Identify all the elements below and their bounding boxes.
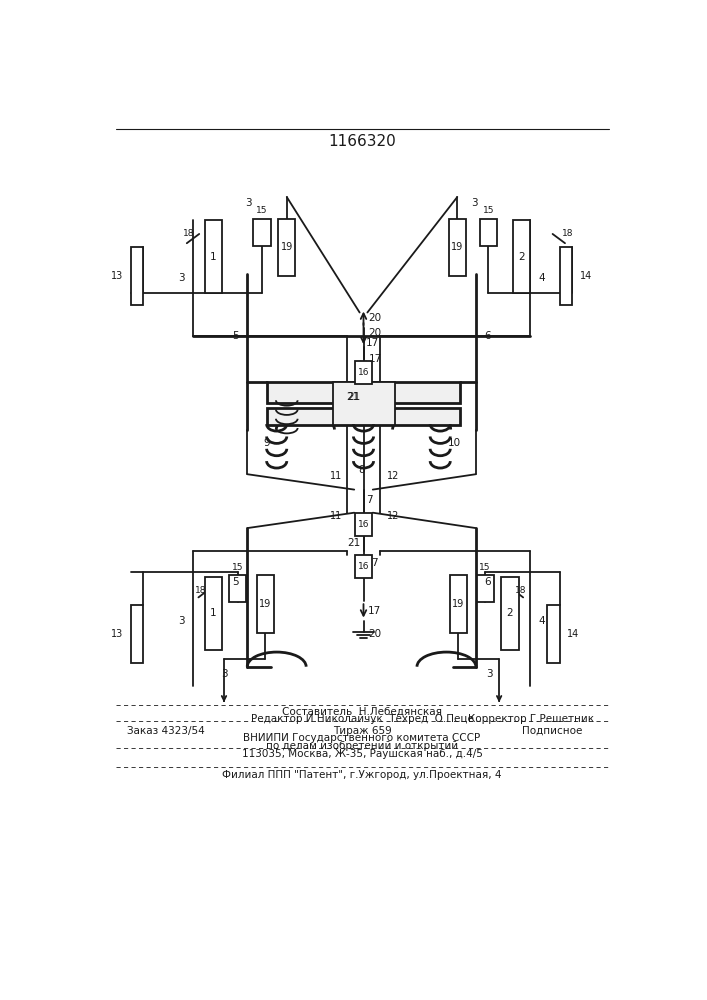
Text: по делам изобретений и открытий: по делам изобретений и открытий [266, 741, 458, 751]
Text: ВНИИПИ Государственного комитета СССР: ВНИИПИ Государственного комитета СССР [243, 733, 481, 743]
Text: 6: 6 [484, 577, 491, 587]
Bar [355, 555, 372, 578]
Text: Заказ 4323/54: Заказ 4323/54 [127, 726, 205, 736]
Text: 3: 3 [471, 198, 478, 208]
Text: 19: 19 [451, 242, 463, 252]
Bar [480, 219, 497, 246]
Text: 8: 8 [358, 465, 366, 475]
Text: 17: 17 [368, 606, 381, 616]
Bar [501, 577, 518, 650]
Text: Филиал ППП "Патент", г.Ужгород, ул.Проектная, 4: Филиал ППП "Патент", г.Ужгород, ул.Проек… [222, 770, 502, 780]
Text: 17: 17 [366, 338, 380, 348]
Text: 17: 17 [369, 354, 382, 364]
Text: 15: 15 [256, 206, 268, 215]
Bar [450, 575, 467, 633]
Text: 6: 6 [484, 331, 491, 341]
Text: 1166320: 1166320 [328, 134, 396, 149]
Text: Составитель  Н.Лебедянская: Составитель Н.Лебедянская [282, 706, 442, 716]
Bar [279, 219, 296, 276]
Bar [513, 220, 530, 293]
Text: 3: 3 [221, 669, 228, 679]
Text: 20: 20 [368, 328, 381, 338]
Bar [204, 220, 222, 293]
Text: 1: 1 [210, 608, 216, 618]
Text: 2: 2 [518, 252, 525, 262]
Text: 21: 21 [347, 538, 360, 548]
Text: 19: 19 [281, 242, 293, 252]
Text: 19: 19 [452, 599, 464, 609]
Text: 2: 2 [507, 608, 513, 618]
Text: 18: 18 [195, 586, 206, 595]
Text: 21: 21 [348, 392, 361, 402]
Text: 16: 16 [358, 368, 369, 377]
Bar [332, 382, 395, 425]
Text: 19: 19 [259, 599, 271, 609]
Text: 3: 3 [486, 669, 493, 679]
Text: Тираж 659: Тираж 659 [332, 726, 392, 736]
Text: 15: 15 [479, 563, 491, 572]
Text: 11: 11 [330, 511, 342, 521]
Text: 4: 4 [539, 273, 545, 283]
Text: 18: 18 [515, 586, 527, 595]
Bar [257, 575, 274, 633]
Text: 9: 9 [263, 438, 270, 448]
Bar [477, 575, 493, 602]
Text: 7: 7 [366, 495, 373, 505]
Text: 20: 20 [368, 313, 381, 323]
Text: 18: 18 [561, 229, 573, 238]
Bar [131, 247, 144, 305]
Text: 16: 16 [358, 520, 369, 529]
Text: 12: 12 [387, 471, 399, 481]
Text: 7: 7 [371, 558, 378, 568]
Text: 3: 3 [178, 615, 185, 626]
Bar [267, 382, 460, 403]
Text: 15: 15 [482, 206, 494, 215]
Bar [204, 577, 222, 650]
Text: 15: 15 [232, 563, 244, 572]
Text: 4: 4 [539, 615, 545, 626]
Text: 1: 1 [210, 252, 216, 262]
Text: 11: 11 [330, 471, 342, 481]
Text: Корректор Г.Решетник: Корректор Г.Решетник [468, 714, 595, 724]
Bar [355, 361, 372, 384]
Text: 21: 21 [346, 392, 359, 402]
Bar [355, 513, 372, 536]
Text: 18: 18 [183, 229, 195, 238]
Bar [559, 247, 572, 305]
Text: 13: 13 [111, 629, 123, 639]
Bar [449, 219, 466, 276]
Bar [131, 605, 144, 663]
Bar [253, 219, 271, 246]
Text: 10: 10 [448, 438, 461, 448]
Text: 14: 14 [580, 271, 592, 281]
Text: 3: 3 [178, 273, 185, 283]
Text: 5: 5 [233, 577, 239, 587]
Text: 14: 14 [567, 629, 580, 639]
Text: Редактор И.Николайчук  Техред  О.Пеце: Редактор И.Николайчук Техред О.Пеце [251, 714, 474, 724]
Bar [230, 575, 247, 602]
Text: 113035, Москва, Ж-35, Раушская наб., д.4/5: 113035, Москва, Ж-35, Раушская наб., д.4… [242, 749, 482, 759]
Text: 20: 20 [368, 629, 381, 639]
Bar [547, 605, 559, 663]
Bar [267, 408, 460, 425]
Text: 13: 13 [111, 271, 123, 281]
Text: Подписное: Подписное [522, 726, 583, 736]
Text: 3: 3 [245, 198, 252, 208]
Text: 5: 5 [233, 331, 239, 341]
Text: 12: 12 [387, 511, 399, 521]
Text: 16: 16 [358, 562, 369, 571]
